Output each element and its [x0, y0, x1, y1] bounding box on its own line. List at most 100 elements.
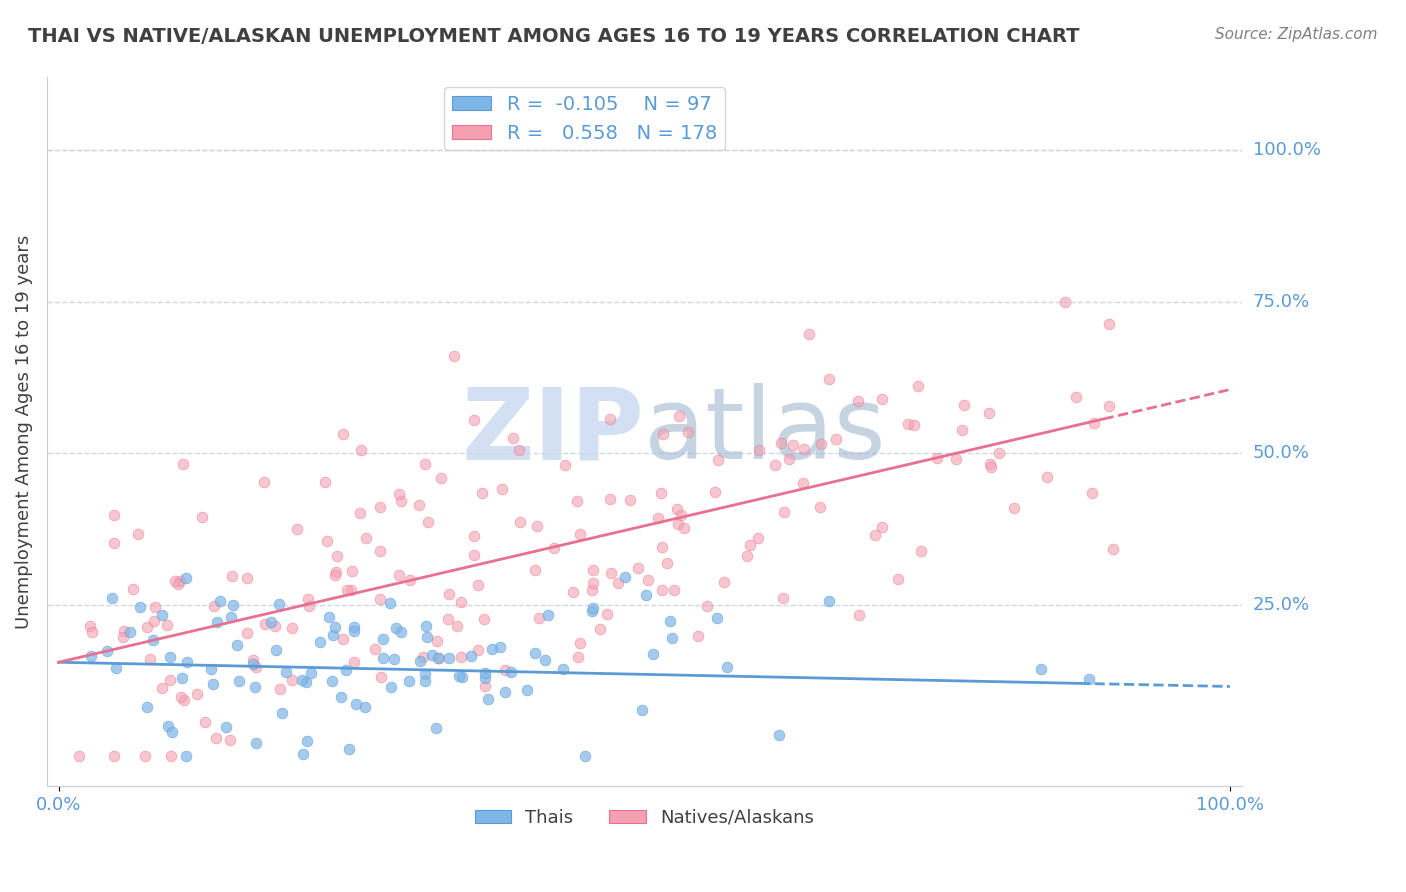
Point — [581, 582, 603, 597]
Point — [481, 641, 503, 656]
Point — [449, 669, 471, 683]
Legend: Thais, Natives/Alaskans: Thais, Natives/Alaskans — [467, 802, 821, 834]
Point — [1064, 391, 1087, 405]
Point — [772, 505, 794, 519]
Point — [696, 599, 718, 613]
Point — [380, 681, 402, 695]
Point — [389, 625, 412, 640]
Point — [669, 508, 692, 522]
Point — [581, 604, 603, 618]
Point — [471, 486, 494, 500]
Point — [643, 648, 665, 662]
Point — [569, 636, 592, 650]
Point — [173, 693, 195, 707]
Point — [599, 566, 621, 580]
Point — [242, 657, 264, 671]
Point — [491, 482, 513, 496]
Point — [416, 630, 439, 644]
Point — [567, 649, 589, 664]
Point — [713, 575, 735, 590]
Point — [103, 749, 125, 764]
Point — [887, 572, 910, 586]
Point — [569, 526, 592, 541]
Point — [735, 549, 758, 563]
Point — [299, 666, 322, 681]
Point — [323, 568, 346, 582]
Point — [810, 437, 832, 451]
Point — [848, 607, 870, 622]
Point — [96, 644, 118, 658]
Point — [634, 589, 657, 603]
Point — [326, 549, 349, 563]
Point — [747, 442, 769, 457]
Point — [82, 625, 104, 640]
Point — [769, 436, 792, 450]
Point — [309, 634, 332, 648]
Point — [172, 671, 194, 685]
Point — [176, 749, 198, 764]
Y-axis label: Unemployment Among Ages 16 to 19 years: Unemployment Among Ages 16 to 19 years — [15, 235, 32, 629]
Point — [574, 749, 596, 764]
Point — [668, 409, 690, 424]
Point — [332, 632, 354, 646]
Point — [364, 641, 387, 656]
Point — [291, 673, 314, 688]
Point — [561, 585, 583, 599]
Point — [242, 653, 264, 667]
Point — [599, 411, 621, 425]
Point — [228, 673, 250, 688]
Point — [398, 573, 420, 587]
Point — [408, 498, 430, 512]
Point — [797, 326, 820, 341]
Point — [314, 475, 336, 489]
Point — [863, 528, 886, 542]
Point — [412, 650, 434, 665]
Point — [387, 568, 409, 582]
Point — [139, 652, 162, 666]
Point — [651, 582, 673, 597]
Point — [450, 594, 472, 608]
Point — [508, 443, 530, 458]
Point — [297, 734, 319, 748]
Point — [201, 677, 224, 691]
Point — [127, 526, 149, 541]
Point — [825, 433, 848, 447]
Point — [343, 624, 366, 638]
Point — [245, 736, 267, 750]
Point — [1054, 295, 1077, 310]
Point — [349, 506, 371, 520]
Point — [1036, 470, 1059, 484]
Point — [446, 619, 468, 633]
Point — [165, 574, 187, 588]
Point — [325, 565, 347, 579]
Point — [200, 661, 222, 675]
Point — [370, 670, 392, 684]
Point — [872, 392, 894, 407]
Point — [1080, 486, 1102, 500]
Point — [657, 556, 679, 570]
Point — [524, 646, 547, 660]
Point — [945, 451, 967, 466]
Point — [236, 572, 259, 586]
Point — [740, 538, 762, 552]
Text: ZIP: ZIP — [461, 384, 644, 481]
Point — [79, 619, 101, 633]
Point — [551, 662, 574, 676]
Point — [817, 371, 839, 385]
Point — [426, 633, 449, 648]
Point — [169, 574, 191, 589]
Point — [501, 665, 523, 679]
Point — [651, 426, 673, 441]
Point — [150, 608, 173, 623]
Point — [205, 731, 228, 746]
Point — [1002, 501, 1025, 516]
Point — [763, 458, 786, 473]
Point — [509, 515, 531, 529]
Point — [266, 642, 288, 657]
Point — [343, 656, 366, 670]
Point — [343, 620, 366, 634]
Point — [281, 621, 304, 635]
Point — [191, 510, 214, 524]
Point — [370, 544, 392, 558]
Point — [488, 640, 510, 654]
